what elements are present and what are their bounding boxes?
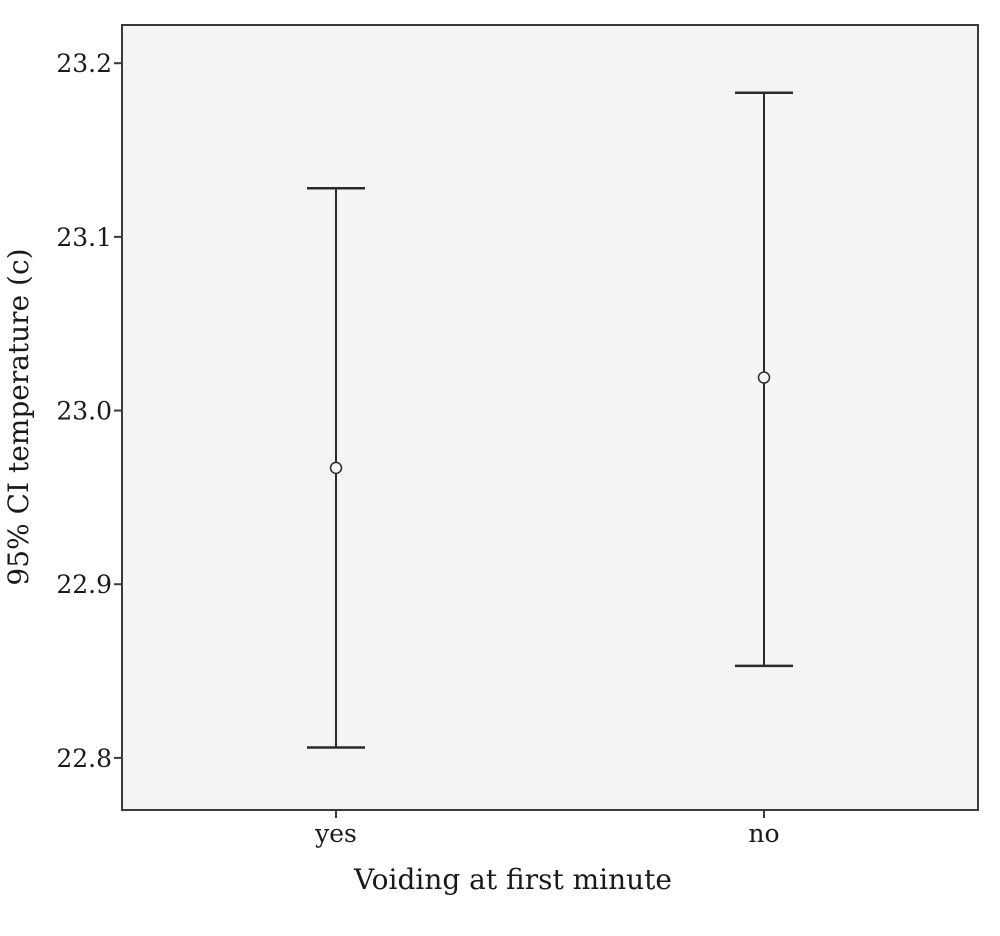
y-tick-label: 22.9: [56, 570, 112, 599]
y-tick-label: 23.0: [56, 397, 112, 426]
error-bars: [307, 91, 793, 749]
mean-marker: [329, 461, 343, 475]
plot-area: [121, 24, 979, 811]
y-tick-label: 23.1: [56, 223, 112, 252]
y-axis-title: 95% CI temperature (c): [2, 248, 35, 585]
x-axis: yes no: [314, 810, 780, 848]
x-tick-label-no: no: [748, 819, 779, 848]
x-axis-title: Voiding at first minute: [353, 863, 672, 896]
x-tick-label-yes: yes: [314, 819, 357, 848]
y-axis: 22.8 22.9 23.0 23.1 23.2: [56, 49, 122, 773]
error-bar-yes: [307, 187, 365, 749]
y-tick-label: 22.8: [56, 744, 112, 773]
error-bar-no: [735, 91, 793, 668]
mean-marker: [757, 371, 771, 384]
y-tick-label: 23.2: [56, 49, 112, 78]
